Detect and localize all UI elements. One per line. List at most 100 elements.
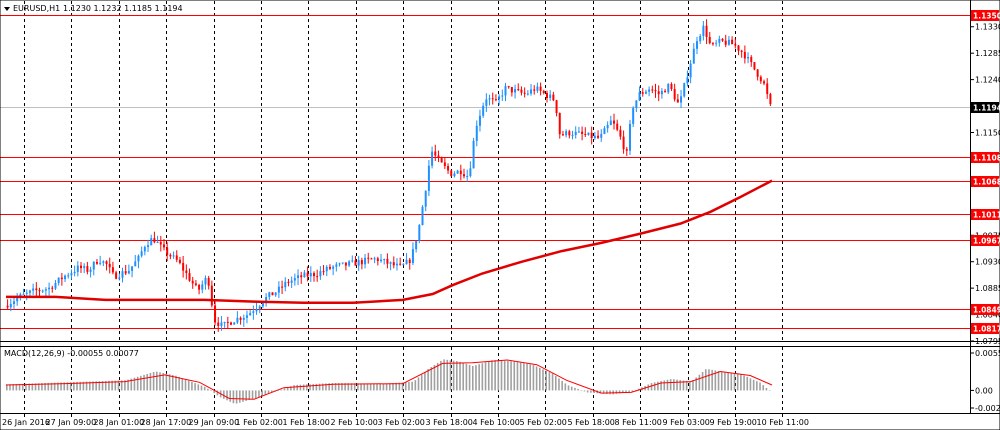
candle xyxy=(584,127,587,137)
macd-histogram-bar xyxy=(532,365,535,391)
candle xyxy=(711,42,714,46)
macd-histogram-bar xyxy=(181,378,184,391)
macd-histogram-bar xyxy=(631,390,634,392)
candle xyxy=(395,258,398,271)
candle xyxy=(731,36,734,45)
candle xyxy=(737,45,740,56)
candle xyxy=(756,69,759,81)
candle xyxy=(644,89,647,95)
macd-histogram-bar xyxy=(471,365,474,391)
candle xyxy=(143,245,146,256)
macd-histogram-bar xyxy=(331,383,334,391)
candle xyxy=(405,253,408,265)
candle xyxy=(625,146,628,156)
macd-histogram-bar xyxy=(277,390,279,391)
candle xyxy=(80,262,83,273)
macd-histogram-bar xyxy=(653,382,656,391)
macd-histogram-bar xyxy=(34,383,37,391)
candle xyxy=(565,129,568,138)
candle xyxy=(159,235,162,252)
price-tick-label: 1.0930 xyxy=(975,258,1000,267)
candle xyxy=(533,85,536,95)
level-tag-label: 1.1068 xyxy=(973,178,1000,187)
level-tag-label: 1.1011 xyxy=(973,211,1000,220)
macd-histogram-bar xyxy=(535,366,538,391)
macd-histogram-bar xyxy=(363,383,366,391)
time-tick-label: 29 Jan 09:00 xyxy=(189,418,240,427)
candle xyxy=(239,316,242,325)
candle xyxy=(9,298,12,312)
macd-histogram-bar xyxy=(539,367,541,391)
macd-histogram-bar xyxy=(104,380,107,391)
moving-average-line xyxy=(6,179,773,305)
macd-histogram-bar xyxy=(727,372,729,391)
macd-histogram-bar xyxy=(756,381,758,391)
candle xyxy=(517,83,520,92)
candle xyxy=(514,84,517,99)
macd-histogram-bar xyxy=(523,363,525,391)
chart-header: EURUSD,H1 1.1230 1.1232 1.1185 1.1194 xyxy=(4,4,183,13)
macd-histogram-bar xyxy=(213,390,216,394)
candle xyxy=(201,280,204,294)
macd-histogram-bar xyxy=(328,383,330,391)
candle xyxy=(322,264,325,276)
time-tick-label: 9 Feb 03:00 xyxy=(663,418,710,427)
macd-histogram-bar xyxy=(516,362,519,391)
candle xyxy=(469,161,472,178)
candle xyxy=(150,234,153,246)
candle xyxy=(510,86,513,97)
macd-histogram-bar xyxy=(408,381,410,391)
macd-histogram-bar xyxy=(679,380,682,391)
candle xyxy=(6,299,9,310)
macd-histogram-bar xyxy=(216,390,219,396)
candle xyxy=(734,38,737,49)
macd-histogram-bar xyxy=(258,390,260,398)
macd-histogram-bar xyxy=(360,383,362,391)
macd-histogram-bar xyxy=(519,362,522,391)
macd-histogram-bar xyxy=(510,361,512,391)
macd-histogram-bar xyxy=(465,363,468,391)
candle xyxy=(568,129,571,139)
macd-histogram-bar xyxy=(50,382,53,391)
candle xyxy=(73,265,76,277)
macd-histogram-bar xyxy=(478,364,480,391)
macd-histogram-bar xyxy=(459,361,461,391)
candle xyxy=(118,273,121,281)
candle xyxy=(488,94,491,106)
candle xyxy=(57,277,60,286)
candle xyxy=(523,87,526,98)
macd-histogram-bar xyxy=(548,372,551,391)
macd-histogram-bar xyxy=(344,383,346,391)
candle xyxy=(293,273,296,286)
macd-histogram-bar xyxy=(449,360,452,391)
candle xyxy=(41,289,44,294)
candle xyxy=(654,83,657,98)
candle xyxy=(386,253,389,269)
candle xyxy=(261,302,264,309)
macd-histogram-bar xyxy=(302,384,305,391)
macd-histogram-bar xyxy=(203,386,206,391)
candle xyxy=(504,82,507,102)
macd-histogram-bar xyxy=(149,373,152,391)
dropdown-triangle-icon[interactable] xyxy=(4,7,10,11)
macd-histogram-bar xyxy=(446,359,449,391)
candle xyxy=(131,266,134,278)
candle xyxy=(526,90,529,96)
candle xyxy=(743,45,746,64)
macd-histogram-bar xyxy=(481,363,484,391)
candle xyxy=(249,309,252,316)
candle xyxy=(67,272,70,279)
candle xyxy=(411,242,414,266)
macd-histogram-bar xyxy=(133,377,136,391)
macd-histogram-bar xyxy=(15,383,18,391)
current-price-tag xyxy=(971,102,999,113)
candle xyxy=(622,130,625,154)
price-tick-label: 1.1150 xyxy=(975,128,1000,137)
candle xyxy=(306,266,309,282)
time-tick-label: 26 Jan 2016 xyxy=(2,418,50,427)
candle xyxy=(482,102,485,118)
vertical-grid xyxy=(24,1,783,413)
candle xyxy=(421,205,424,226)
macd-histogram-bar xyxy=(18,383,21,391)
